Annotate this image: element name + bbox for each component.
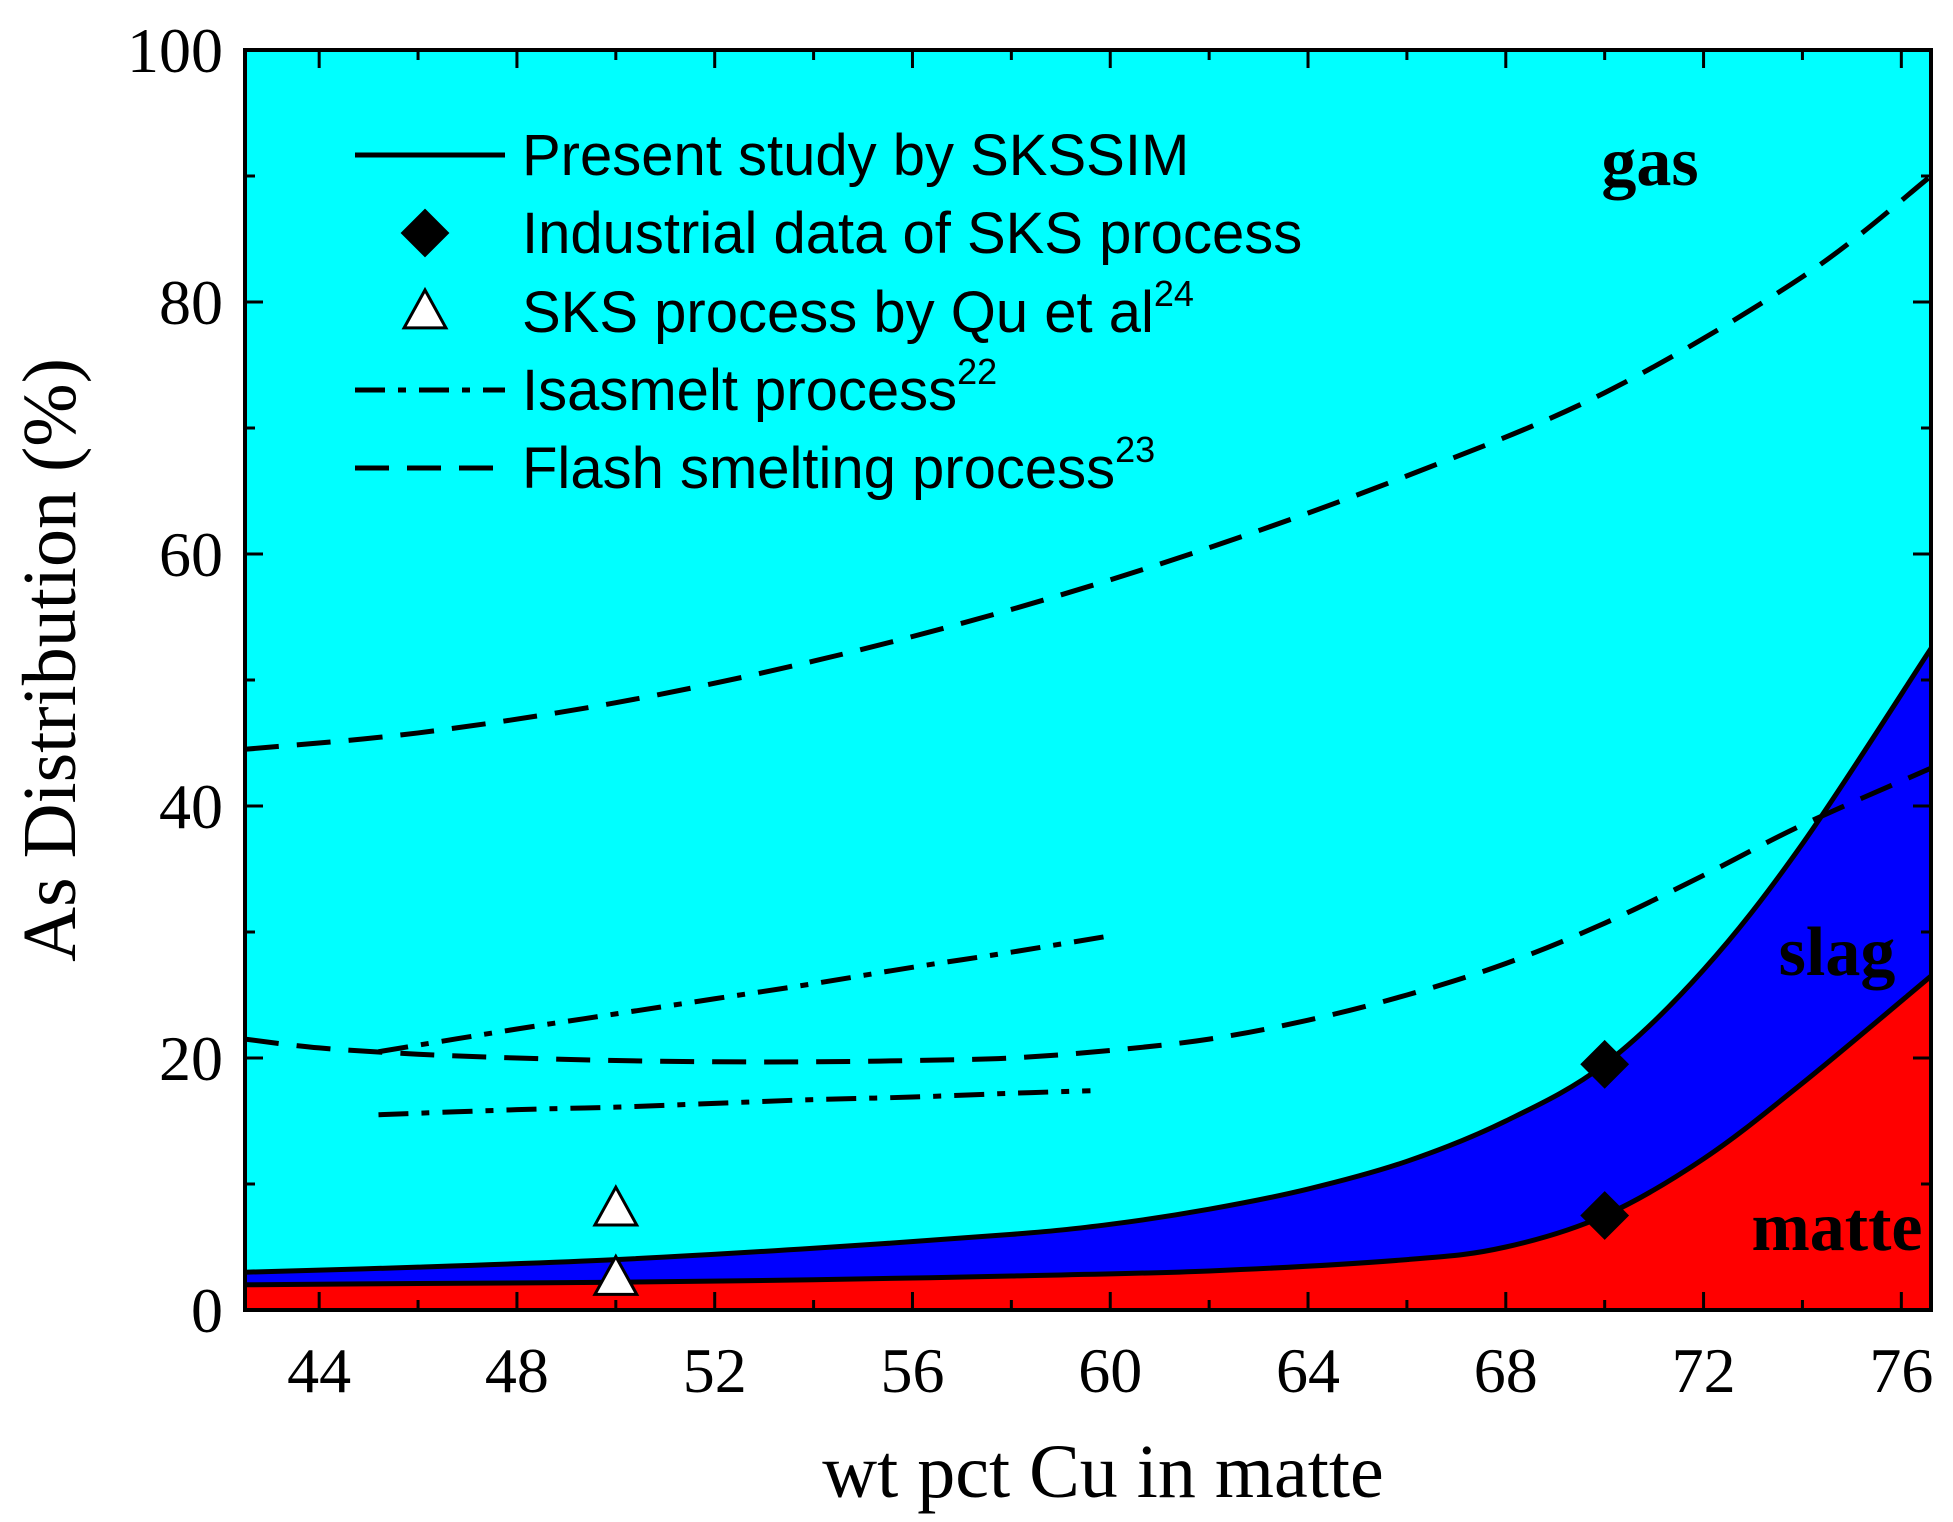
y-tick-label: 100	[127, 15, 223, 86]
legend-item-qu: SKS process by Qu et al24	[401, 273, 1194, 345]
region-label-gas: gas	[1601, 124, 1698, 201]
line-flash-smelting-upper	[245, 174, 1931, 752]
y-axis-title: As Distribution (%)	[8, 358, 92, 962]
y-tick-label: 80	[159, 267, 223, 338]
x-tick-label: 52	[683, 1335, 747, 1406]
y-tick-label: 20	[159, 1023, 223, 1094]
legend-item-flash: Flash smelting process23	[355, 429, 1155, 501]
region-labels: gas slag matte	[1601, 124, 1922, 1266]
x-tick-label: 72	[1672, 1335, 1736, 1406]
y-tick-label: 60	[159, 519, 223, 590]
distribution-regions	[245, 648, 1931, 1310]
line-matte-boundary	[245, 974, 1931, 1288]
matte-region	[245, 976, 1931, 1310]
legend: Present study by SKSSIM Industrial data o…	[355, 123, 1302, 501]
slag-region	[245, 648, 1931, 1310]
legend-symbol-triangle	[401, 286, 449, 330]
x-tick-label: 44	[287, 1335, 351, 1406]
legend-item-isasmelt: Isasmelt process22	[355, 351, 997, 423]
line-isasmelt-lower	[378, 1088, 1091, 1118]
legend-item-industrial: Industrial data of SKS process	[400, 201, 1302, 266]
legend-label-industrial: Industrial data of SKS process	[522, 201, 1302, 266]
legend-label-flash: Flash smelting process23	[522, 429, 1155, 501]
industrial-data-point-1	[1580, 1039, 1630, 1089]
line-isasmelt-upper	[378, 933, 1111, 1055]
axis-ticks: 44 48 52 56 60 64 68 72 76 0 20 40 60 80 100	[127, 15, 1933, 1406]
legend-label-isasmelt: Isasmelt process22	[522, 351, 997, 423]
x-tick-label: 60	[1078, 1335, 1142, 1406]
x-tick-label: 56	[880, 1335, 944, 1406]
legend-label-present: Present study by SKSSIM	[522, 123, 1189, 188]
x-tick-label: 64	[1276, 1335, 1340, 1406]
industrial-data-point-2	[1580, 1191, 1630, 1240]
y-tick-label: 40	[159, 771, 223, 842]
legend-item-present: Present study by SKSSIM	[355, 123, 1189, 188]
x-tick-label: 48	[485, 1335, 549, 1406]
region-label-slag: slag	[1779, 914, 1896, 991]
legend-label-qu: SKS process by Qu et al24	[522, 273, 1194, 345]
qu-data-point-1	[592, 1184, 640, 1227]
x-tick-label: 68	[1474, 1335, 1538, 1406]
data-markers	[592, 1039, 1630, 1296]
line-flash-smelting-lower	[245, 765, 1931, 1065]
x-axis-title: wt pct Cu in matte	[822, 1430, 1383, 1514]
y-tick-label: 0	[191, 1275, 223, 1346]
x-tick-label: 76	[1869, 1335, 1933, 1406]
region-label-matte: matte	[1751, 1189, 1922, 1266]
legend-symbol-diamond	[400, 208, 450, 258]
qu-data-point-2	[592, 1253, 640, 1296]
